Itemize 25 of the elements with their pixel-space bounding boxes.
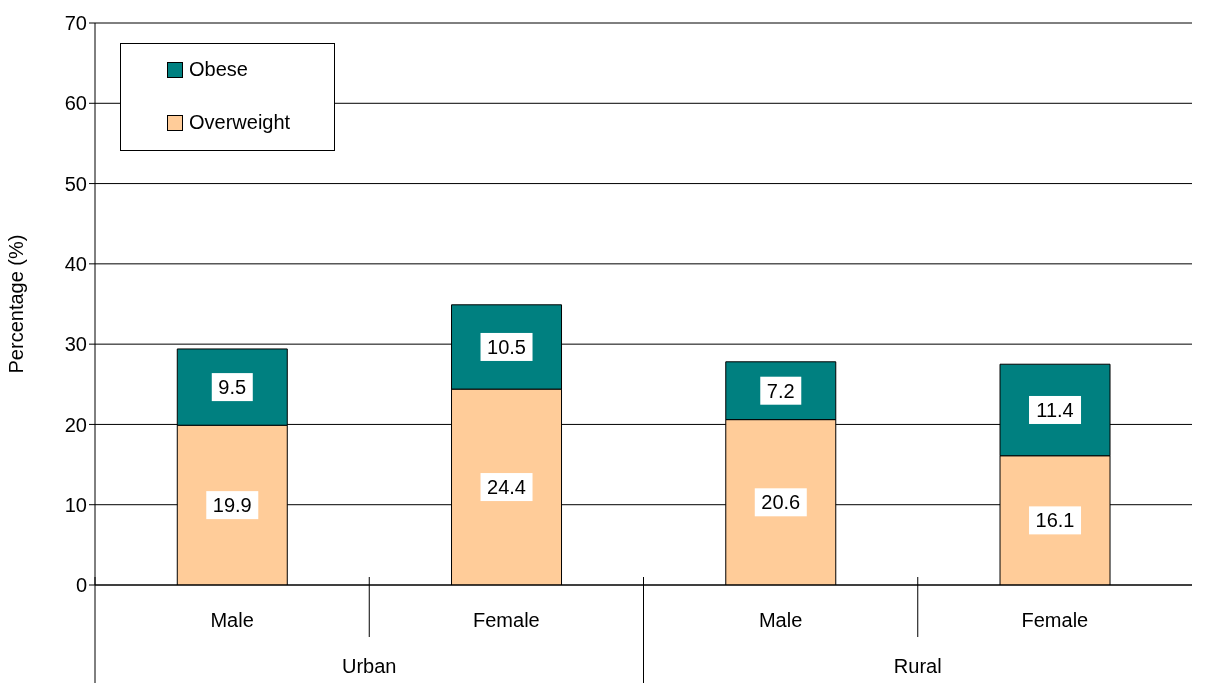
data-label: 20.6	[761, 491, 801, 514]
data-label: 16.1	[1035, 509, 1075, 532]
y-tick-label: 20	[64, 413, 87, 436]
text: Rural	[893, 655, 942, 677]
y-tick-label: 10	[64, 493, 87, 516]
y-tick-label: 50	[64, 172, 87, 195]
text: Urban	[342, 655, 397, 677]
data-label: 7.2	[766, 379, 795, 402]
x-tick-label: Male	[210, 609, 254, 632]
y-tick-label: 40	[64, 252, 87, 275]
data-label: 11.4	[1036, 398, 1074, 421]
data-label: 9.5	[218, 376, 247, 399]
legend-label: Overweight	[189, 111, 291, 134]
data-label: 24.4	[487, 476, 526, 499]
x-tick-label: Female	[473, 609, 540, 632]
y-tick-label: 60	[64, 92, 87, 115]
data-label: 19.9	[212, 494, 252, 517]
y-tick-label: 30	[64, 333, 87, 356]
y-tick-label: 0	[75, 574, 87, 597]
y-axis-title: Percentage (%)	[5, 234, 28, 374]
y-tick-label: 70	[64, 12, 87, 35]
x-tick-label: Male	[758, 609, 803, 632]
data-label: 10.5	[487, 335, 526, 358]
legend-label: Obese	[189, 58, 248, 81]
x-tick-label: Female	[1021, 609, 1089, 632]
